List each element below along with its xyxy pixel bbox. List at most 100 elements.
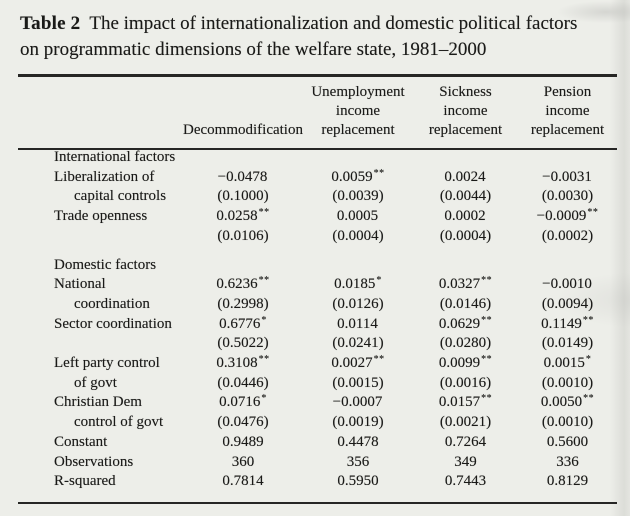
coef-cell: 0.6236** [183,275,303,295]
se-cell: (0.0010) [541,414,594,431]
coef-value: 0.6236 [216,276,258,293]
row-national-coordination-se: coordination (0.2998) (0.0126) (0.0146) … [18,295,617,315]
coef-cell: −0.0007 [303,393,413,413]
row-label-continued [18,227,183,247]
coef-value: −0.0031 [542,168,592,185]
significance-stars: ** [481,314,493,326]
section-label: International factors [54,149,176,165]
coef-value: 0.0027 [331,355,373,372]
coef-cell: 0.1149** [518,315,617,335]
significance-stars: ** [587,207,599,219]
coef-value: 0.0050 [540,394,583,411]
coef-cell: 0.0050** [518,393,617,413]
coef-value: −0.0009 [536,208,587,225]
coef-value: 0.0629 [438,315,481,332]
se-cell: (0.5022) [217,335,269,352]
header-line: Unemployment [311,84,405,100]
coef-value: 0.0005 [336,208,379,225]
header-line: income [545,103,590,119]
header-line: income [443,103,488,119]
coef-cell: −0.0009** [518,207,617,227]
row-label-continued: control of govt [74,414,164,431]
se-cell: (0.0004) [439,227,492,244]
row-r-squared: R-squared 0.7814 0.5950 0.7443 0.8129 [18,472,617,492]
coef-value: 0.0015 [543,355,585,372]
significance-stars: ** [481,393,493,405]
se-cell: (0.0044) [439,188,492,205]
row-section-domestic: Domestic factors [18,247,617,276]
stat-cell: 0.5600 [546,433,589,450]
row-label: Christian Dem [54,394,142,411]
significance-stars: ** [258,207,270,219]
row-label: Observations [54,453,134,470]
header-row: Decommodification Unemployment income re… [18,79,617,148]
significance-stars: ** [373,354,385,366]
row-label-continued: coordination [74,295,150,312]
coef-value: 0.1149 [541,315,582,332]
row-label: National [54,276,106,293]
coef-value: 0.0258 [216,208,258,225]
coef-cell: 0.0716* [183,393,303,413]
row-section-international: International factors [18,148,617,168]
coef-value: 0.3108 [216,355,258,372]
coef-cell: 0.0629** [413,315,518,335]
header-rule [18,148,617,150]
row-label-continued: of govt [74,374,117,391]
caption-line1: The impact of internationalization and d… [89,13,578,34]
row-label: Constant [54,433,108,450]
stat-cell: 360 [231,453,255,470]
row-label-continued: capital controls [74,188,167,205]
coef-value: 0.0059 [331,168,373,185]
caption-line2: on programmatic dimensions of the welfar… [20,39,487,60]
row-label-continued [18,334,183,354]
se-cell: (0.0002) [541,227,594,244]
column-header-pension: Pension income replacement [518,79,617,148]
significance-stars: * [261,393,267,405]
column-header-sickness: Sickness income replacement [413,79,518,148]
se-cell: (0.0015) [332,374,384,391]
row-left-party-coef: Left party control 0.3108** 0.0027** 0.0… [18,354,617,374]
row-liberalization-coef: Liberalization of −0.0478 0.0059** 0.002… [18,168,617,188]
row-label: R-squared [54,473,116,490]
stat-cell: 356 [346,453,370,470]
table-caption: Table 2 The impact of internationalizatio… [20,11,618,63]
coef-value: −0.0007 [332,394,383,411]
significance-stars: ** [258,354,270,366]
coef-value: 0.0327 [438,276,481,293]
header-line: replacement [321,122,395,138]
stat-cell: 0.7814 [222,473,264,490]
se-cell: (0.0106) [217,227,269,244]
row-national-coordination-coef: National 0.6236** 0.0185* 0.0327** −0.00… [18,275,617,295]
row-left-party-se: of govt (0.0446) (0.0015) (0.0016) (0.00… [18,374,617,394]
se-cell: (0.1000) [217,188,269,205]
coef-cell: 0.0114 [303,315,413,335]
coef-cell: 0.0185* [303,275,413,295]
coef-cell: 0.0099** [413,354,518,374]
section-label: Domestic factors [54,256,157,273]
coef-value: 0.0024 [444,168,486,185]
se-cell: (0.0019) [332,414,384,431]
table-body: International factors Liberalization of … [18,148,617,492]
coef-cell: 0.0327** [413,275,518,295]
coef-cell: 0.0027** [303,354,413,374]
regression-table: Decommodification Unemployment income re… [18,79,617,492]
header-line: income [335,103,381,119]
coef-cell: 0.0015* [518,354,617,374]
significance-stars: ** [481,354,493,366]
header-line: replacement [428,122,503,138]
header-empty-cell [18,79,183,148]
top-rule [18,74,617,77]
table-header: Decommodification Unemployment income re… [18,79,617,148]
coef-cell: −0.0478 [183,168,303,188]
se-cell: (0.0126) [332,295,384,312]
significance-stars: ** [373,167,385,179]
stat-cell: 0.5950 [337,473,379,490]
bottom-rule [18,502,617,504]
row-christian-dem-se: control of govt (0.0476) (0.0019) (0.002… [18,413,617,433]
coef-value: −0.0010 [542,276,592,293]
row-sector-coordination-se: (0.5022) (0.0241) (0.0280) (0.0149) [18,334,617,354]
stat-cell: 0.9489 [222,433,264,450]
coef-cell: 0.0005 [303,207,413,227]
coef-cell: 0.0024 [413,168,518,188]
coef-value: 0.0002 [444,208,486,225]
